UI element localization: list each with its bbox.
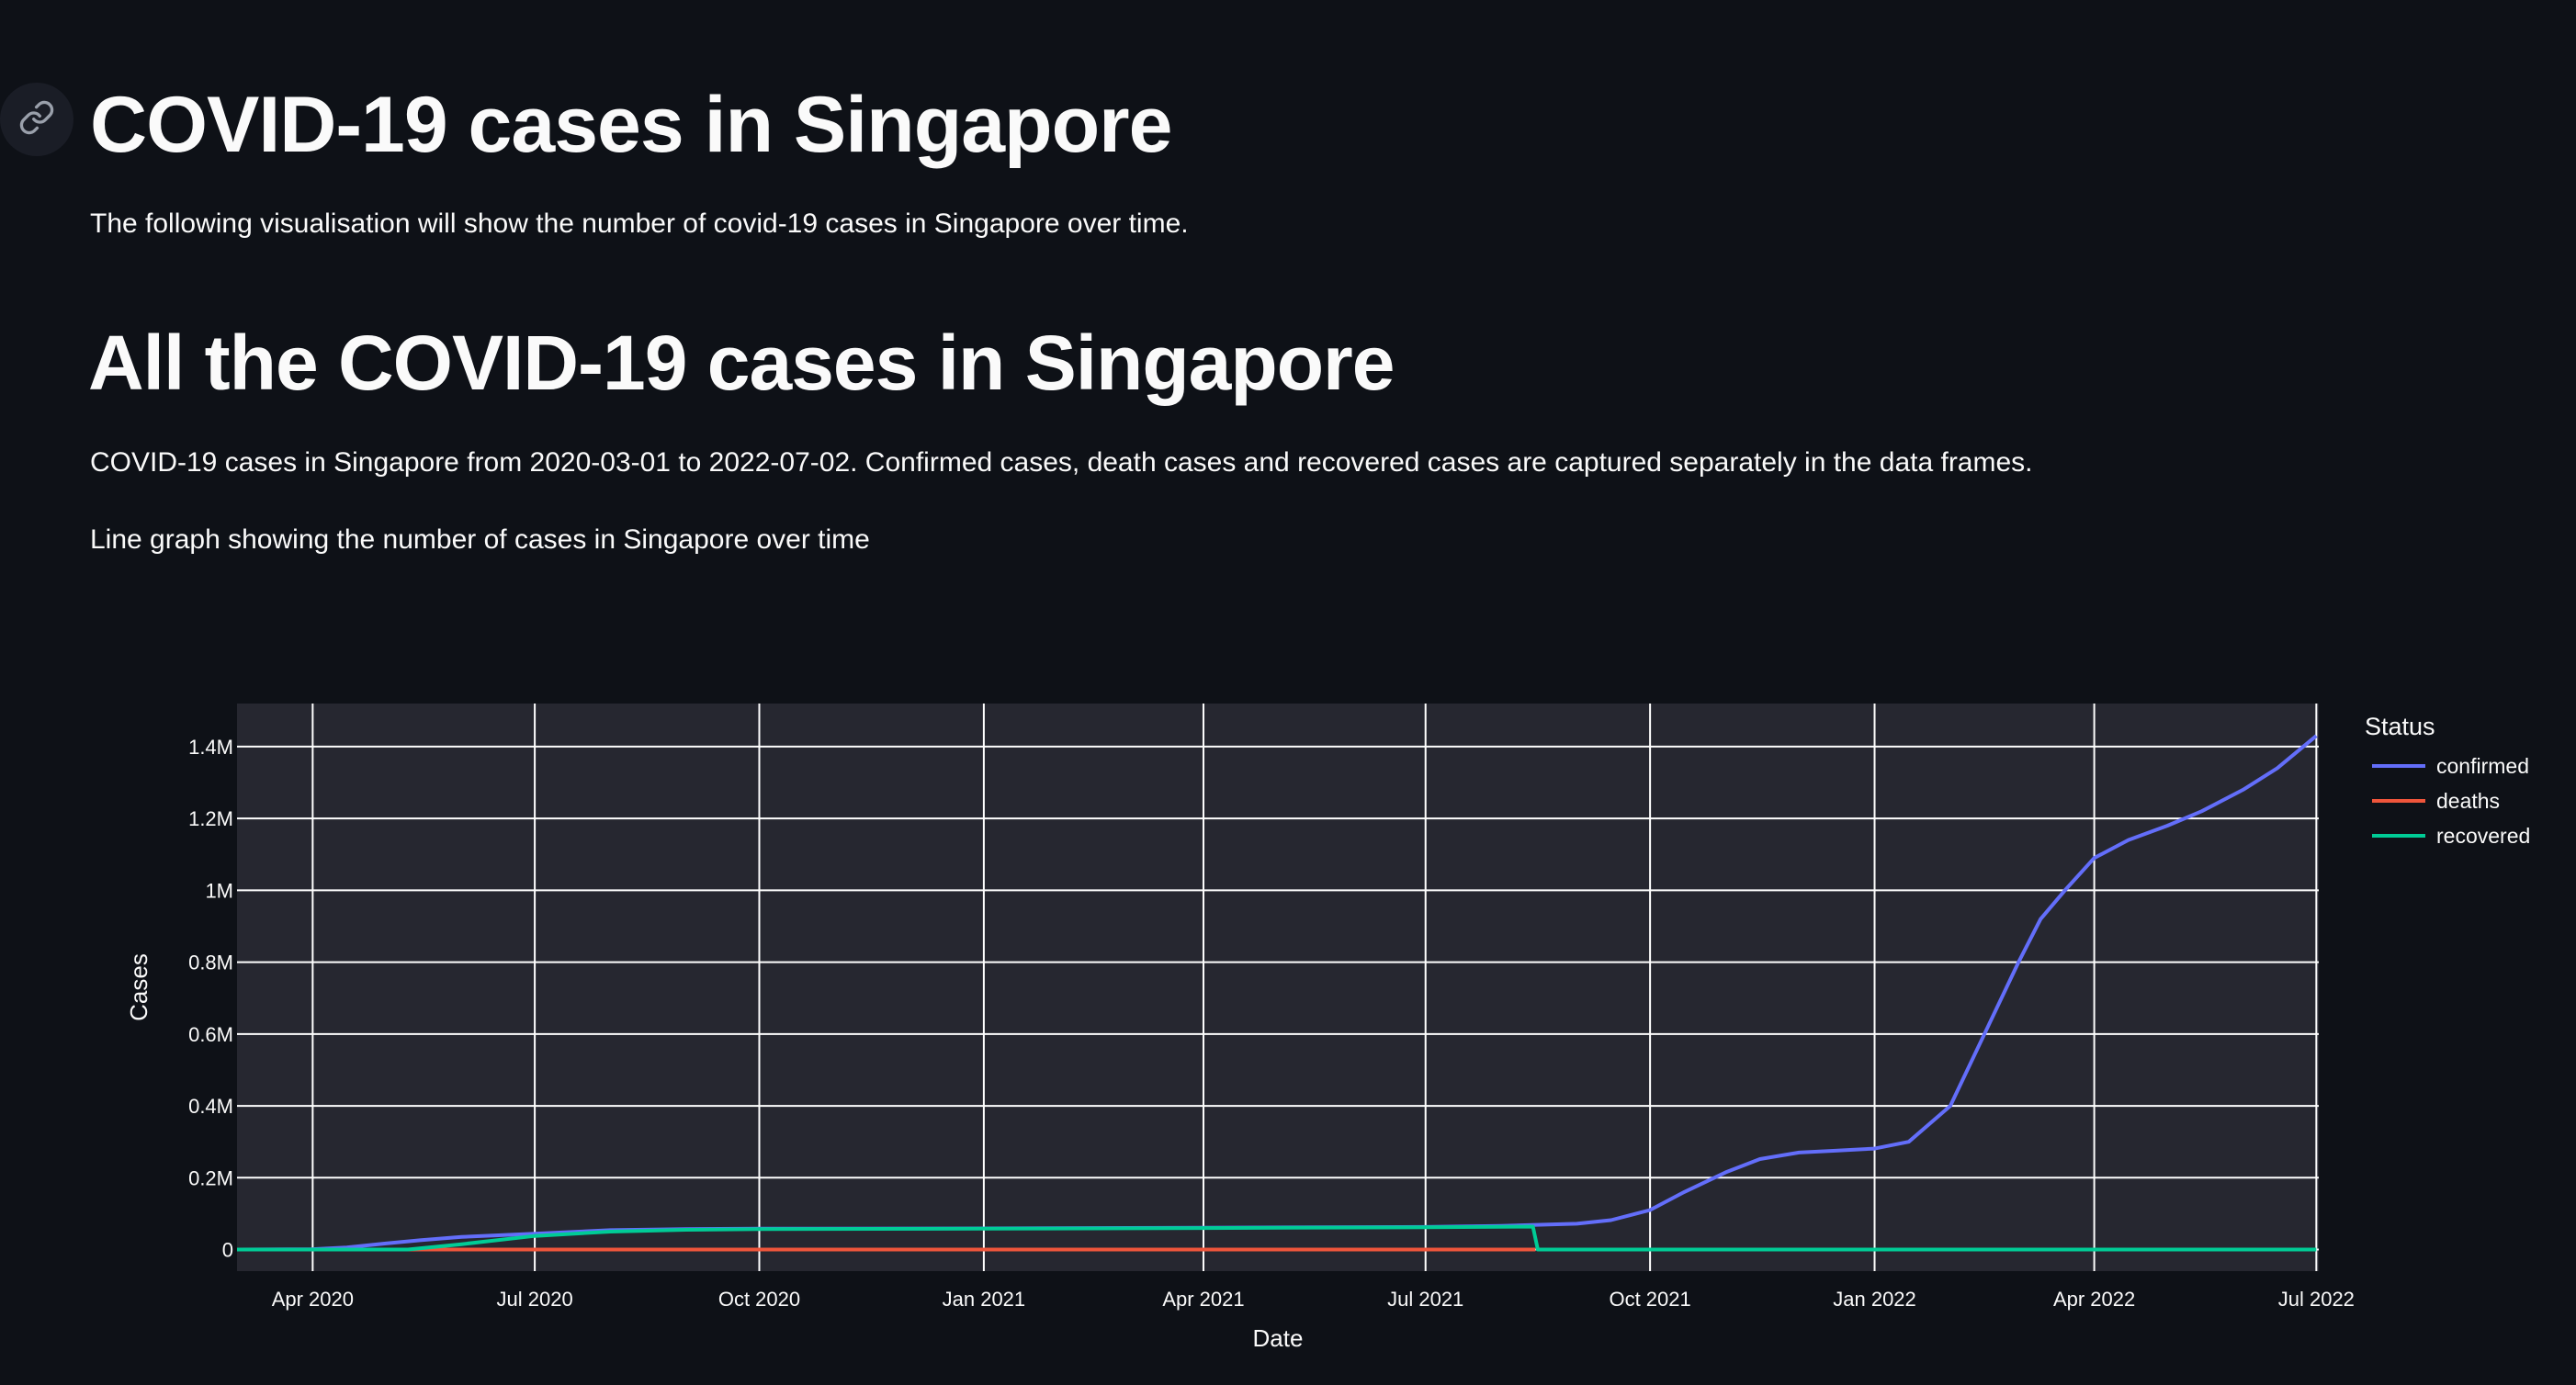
x-tick-label: Apr 2021	[1162, 1288, 1244, 1311]
legend-title: Status	[2365, 713, 2435, 740]
x-tick-label: Oct 2021	[1609, 1288, 1690, 1311]
link-icon	[18, 99, 55, 141]
y-tick-label: 1.4M	[188, 736, 233, 759]
legend-label-recovered: recovered	[2436, 824, 2530, 848]
x-tick-label: Apr 2022	[2053, 1288, 2135, 1311]
y-tick-label: 0.4M	[188, 1095, 233, 1118]
x-tick-label: Oct 2020	[718, 1288, 800, 1311]
legend-label-deaths: deaths	[2436, 789, 2500, 813]
intro-text: The following visualisation will show th…	[90, 208, 1189, 239]
y-tick-label: 0.6M	[188, 1023, 233, 1046]
y-axis-title: Cases	[125, 953, 153, 1021]
x-tick-label: Jul 2022	[2278, 1288, 2355, 1311]
x-tick-label: Jan 2022	[1833, 1288, 1916, 1311]
y-tick-label: 1.2M	[188, 807, 233, 830]
legend-label-confirmed: confirmed	[2436, 754, 2529, 778]
y-tick-label: 0.2M	[188, 1166, 233, 1189]
y-tick-label: 0.8M	[188, 951, 233, 974]
anchor-link-button[interactable]	[0, 83, 73, 156]
series-line-recovered	[237, 1224, 2317, 1252]
y-tick-label: 1M	[205, 879, 233, 902]
plot-area	[237, 704, 2319, 1271]
section-description: COVID-19 cases in Singapore from 2020-03…	[90, 447, 2033, 478]
x-tick-label: Apr 2020	[272, 1288, 354, 1311]
cases-line-chart: Apr 2020 Jul 2020 Oct 2020 Jan 2021 Apr 2021…	[125, 704, 2530, 1352]
x-tick-label: Jul 2020	[497, 1288, 573, 1311]
section-title: All the COVID-19 cases in Singapore	[88, 320, 1395, 406]
x-tick-label: Jan 2021	[943, 1288, 1026, 1311]
x-axis-title: Date	[1253, 1324, 1304, 1352]
series-line-confirmed	[236, 734, 2318, 1252]
y-tick-label: 0	[222, 1239, 233, 1262]
page-title: COVID-19 cases in Singapore	[90, 81, 1172, 169]
x-tick-label: Jul 2021	[1387, 1288, 1463, 1311]
chart-caption: Line graph showing the number of cases i…	[90, 524, 870, 555]
